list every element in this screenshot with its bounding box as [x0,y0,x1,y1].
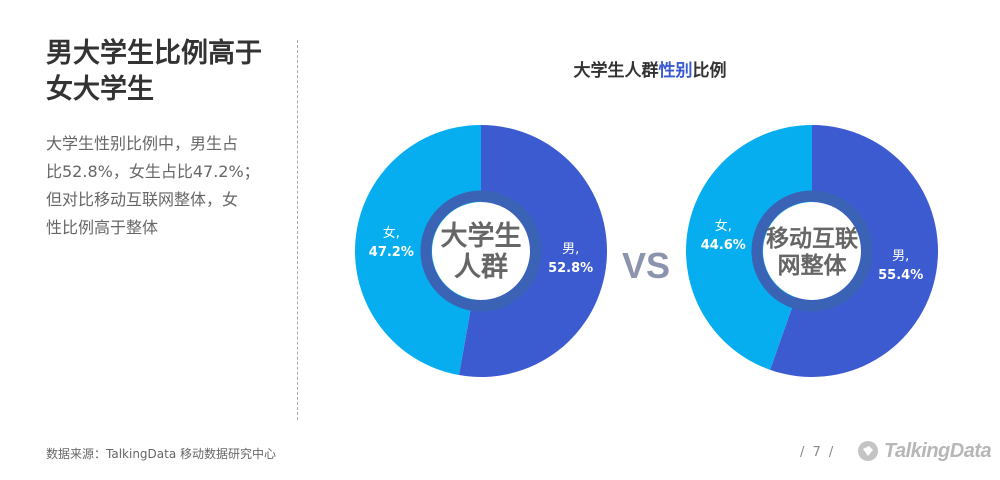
slice-name-label: 女, [715,218,732,234]
donut-center-label: 人群 [454,252,508,283]
slice-female-1 [354,125,481,376]
chart-title-suffix: 比例 [692,61,727,81]
donut-center-label: 大学生 [441,220,522,252]
page-number: / 7 / [800,445,836,460]
donut-center [432,202,530,300]
donut-inner-ring [751,190,873,312]
talkingdata-logo-icon [858,441,878,461]
slice-value-label: 44.6% [701,238,746,253]
brand-text: TalkingData [884,439,992,462]
chart-title: 大学生人群性别比例 [340,56,960,81]
headline-line-2: 女大学生 [46,74,154,105]
dashed-divider [297,40,298,420]
description-line: 性比例高于整体 [46,218,159,237]
footer-source: 数据来源：TalkingData 移动数据研究中心 [46,447,277,461]
description-line: 但对比移动互联网整体，女 [46,190,239,209]
slice-value-label: 55.4% [878,268,923,283]
headline-line-1: 男大学生比例高于 [46,38,262,69]
vs-label: VS [622,245,670,286]
slice-name-label: 男, [892,249,909,264]
description: 大学生性别比例中，男生占 比52.8%，女生占比47.2%； 但对比移动互联网整… [46,130,278,242]
description-line: 大学生性别比例中，男生占 [46,134,239,153]
slice-name-label: 女, [383,225,400,241]
headline: 男大学生比例高于 女大学生 [46,36,286,108]
donut-center-label: 移动互联 [766,226,858,252]
slice-value-label: 47.2% [369,245,414,260]
donut-center [763,202,861,300]
brand-logo: TalkingData [856,438,992,464]
donut-inner-ring [420,190,542,312]
slice-name-label: 男, [562,242,579,257]
slice-value-label: 52.8% [548,261,593,276]
description-line: 比52.8%，女生占比47.2%； [46,162,260,181]
chart-title-highlight: 性别 [658,61,693,81]
slice-female-2 [686,125,812,370]
chart-title-prefix: 大学生人群 [573,61,659,81]
donut-center-label: 网整体 [778,252,848,279]
